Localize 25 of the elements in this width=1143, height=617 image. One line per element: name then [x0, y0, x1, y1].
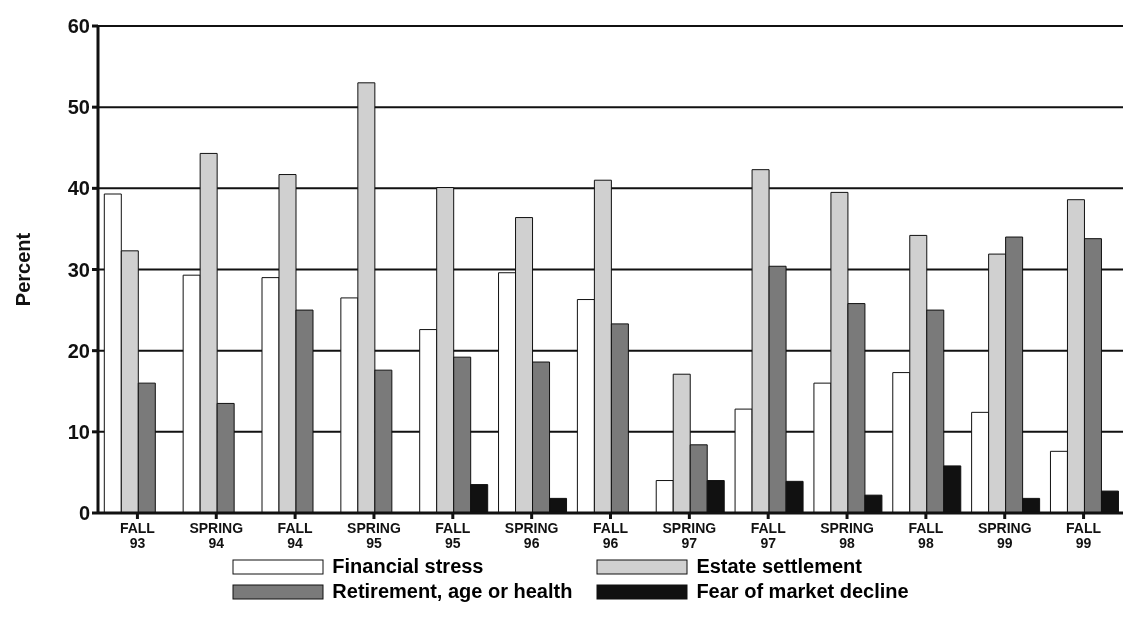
x-tick-label: SPRING 95	[347, 520, 401, 551]
y-tick-label: 30	[67, 258, 90, 281]
x-tick-label: FALL 97	[750, 520, 787, 551]
y-axis-title: Percent	[12, 232, 35, 307]
x-tick-label: SPRING 94	[189, 520, 244, 551]
x-tick-label: FALL 98	[908, 520, 944, 551]
y-tick-label: 20	[67, 339, 90, 362]
legend-label: Financial stress	[332, 555, 484, 578]
legend-label: Fear of market decline	[696, 580, 909, 603]
x-tick-label: FALL 95	[435, 520, 471, 551]
x-tick-label: FALL 99	[1066, 520, 1102, 551]
x-tick-label: SPRING 97	[662, 520, 717, 551]
x-tick-label: FALL 96	[593, 520, 629, 551]
y-tick-label: 60	[67, 15, 90, 38]
x-tick-label: SPRING 96	[504, 520, 559, 551]
legend-label: Estate settlement	[696, 555, 862, 578]
x-tick-label: FALL 94	[277, 520, 314, 551]
y-tick-label: 40	[67, 177, 90, 200]
y-tick-label: 50	[67, 96, 90, 119]
y-tick-label: 0	[78, 502, 90, 525]
x-tick-label: FALL 93	[119, 520, 156, 551]
legend-label: Retirement, age or health	[332, 580, 573, 603]
y-tick-label: 10	[67, 420, 90, 443]
x-tick-label: SPRING 98	[820, 520, 874, 551]
x-tick-label: SPRING 99	[977, 520, 1032, 551]
